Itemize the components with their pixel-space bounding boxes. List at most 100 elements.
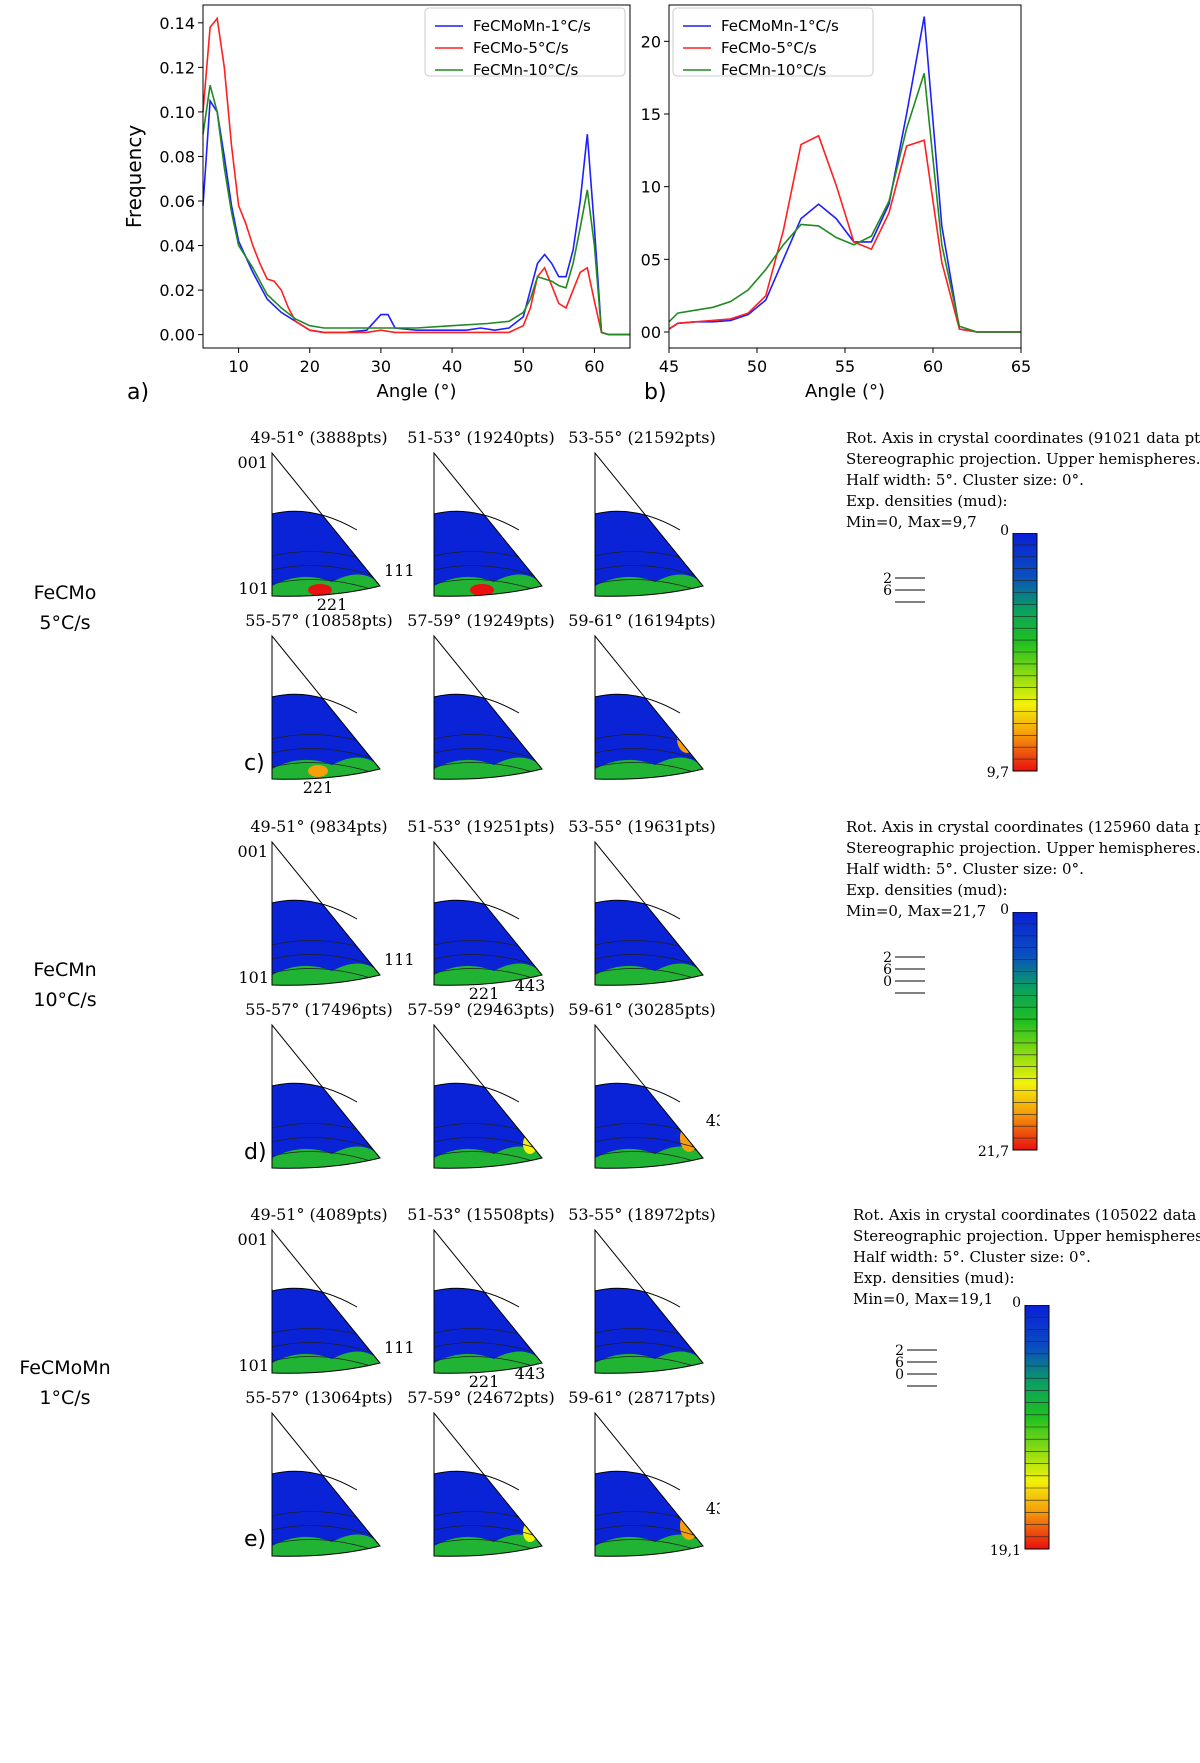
contour-level-label-1: 6 (883, 583, 892, 599)
chart-a-plot-frame (202, 4, 631, 349)
chart-b-series-line-1 (668, 134, 1021, 333)
ipf-title-0-0: 49-51° (3888pts) (250, 428, 388, 447)
ipf-0-0-arc (271, 510, 358, 531)
ipf-1-5-contour-1 (595, 1137, 703, 1151)
chart-a-legend-box (424, 7, 626, 77)
ipf-1-4-arc (433, 1082, 520, 1103)
ipf-1-3-contour-0 (272, 1151, 380, 1165)
ipf-1-0 (271, 840, 381, 986)
chart-b-y-tick-label-0: 0.00 (640, 323, 661, 342)
chart-b-x-tick-label-1: 50 (747, 357, 767, 376)
info-line-0: Rot. Axis in crystal coordinates (125960… (846, 818, 1200, 836)
info-line-1: Stereographic projection. Upper hemisphe… (846, 839, 1200, 857)
row-label-line1: FeCMo (33, 582, 97, 604)
chart-a-y-tick-label-3: 0.06 (159, 192, 195, 211)
row-label-line1: FeCMn (33, 959, 97, 981)
ipf-1-1-contour-1 (434, 954, 542, 968)
ipf-grid-0: 001 101 111 221 221 (237, 451, 704, 797)
ipf-label-101-2: 101 (238, 1356, 269, 1375)
ipf-title-2-3: 55-57° (13064pts) (245, 1388, 393, 1407)
ipf-1-3 (271, 1023, 381, 1169)
ipf-1-5 (594, 1023, 704, 1169)
ipf-0-2-contour-0 (595, 579, 703, 593)
ipf-0-4 (433, 634, 543, 780)
ipf-2-5-outline (594, 1411, 704, 1557)
ipf-1-0-contour-1 (272, 954, 380, 968)
ipf-0-1-contour-1 (434, 565, 542, 579)
ipf-1-2-outline (594, 840, 704, 986)
row-label-line2: 5°C/s (39, 612, 91, 634)
chart-b-series-line-2 (668, 73, 1021, 333)
panel-label-e: e) (244, 1527, 267, 1552)
chart-a-y-tick-label-5: 0.10 (159, 103, 195, 122)
chart-a-series-line-1 (202, 16, 630, 336)
ipf-1-0-contour-0 (272, 968, 380, 982)
contour-level-label-1: 6 (895, 1355, 904, 1371)
ipf-0-0-contour-0 (272, 579, 380, 593)
ipf-1-5-arc (594, 1082, 681, 1103)
pole-figure-group-1: FeCMn 10°C/s d) 49-51° (9834pts) 51-53° (192… (0, 817, 1200, 1187)
ipf-2-4-arc (433, 1470, 520, 1491)
chart-a-y-tick-label-7: 0.14 (159, 14, 195, 33)
ipf-2-2-contour-0 (595, 1356, 703, 1370)
ipf-title-2-2: 53-55° (18972pts) (568, 1205, 716, 1224)
colorbar-max-0: 9,7 (986, 765, 1009, 781)
ipf-2-0-contour-0 (272, 1356, 380, 1370)
colorbar-2: 2610 (895, 1305, 1050, 1550)
ipf-2-0-outline (271, 1228, 381, 1374)
ipf-title-1-4: 57-59° (29463pts) (407, 1000, 555, 1019)
ipf-title-0-4: 57-59° (19249pts) (407, 611, 555, 630)
info-block-0: Rot. Axis in crystal coordinates (91021 … (846, 428, 1200, 533)
ipf-2-0-contour-1 (272, 1342, 380, 1356)
ipf-title-1-3: 55-57° (17496pts) (245, 1000, 393, 1019)
ipf-label-001-1: 001 (237, 842, 268, 861)
ipf-0-3-outline (271, 634, 381, 780)
ipf-label-221-second-0: 221 (303, 778, 334, 797)
ipf-label-111-0: 111 (384, 561, 415, 580)
ipf-1-1-arc (433, 899, 520, 920)
ipf-2-5-contour-0 (595, 1539, 703, 1553)
ipf-title-1-1: 51-53° (19251pts) (407, 817, 555, 836)
info-block-2: Rot. Axis in crystal coordinates (105022… (853, 1205, 1200, 1310)
ipf-0-1-arc (433, 510, 520, 531)
ipf-0-2-outline (594, 451, 704, 597)
ipf-1-5-outline (594, 1023, 704, 1169)
chart-a-x-tick-label-1: 20 (300, 357, 320, 376)
row-label-2: FeCMoMn 1°C/s (0, 1353, 130, 1413)
ipf-2-0 (271, 1228, 381, 1374)
row-label-line2: 1°C/s (39, 1387, 91, 1409)
chart-a-y-tick-label-4: 0.08 (159, 147, 195, 166)
ipf-0-5-hotspot-1 (689, 735, 697, 747)
ipf-label-221-first-0: 221 (317, 595, 348, 614)
ipf-1-1 (433, 840, 543, 986)
row-label-line1: FeCMoMn (19, 1357, 111, 1379)
chart-b-y-tick-label-4: 0.20 (640, 32, 661, 51)
pole-figure-group-0: FeCMo 5°C/s c) 49-51° (3888pts) 51-53° (1924… (0, 428, 1200, 798)
colorbar-max-1: 21,7 (977, 1144, 1009, 1160)
info-line-0: Rot. Axis in crystal coordinates (105022… (853, 1206, 1200, 1224)
ipf-grid-1: 001 101 111 221 443 433 (237, 840, 720, 1169)
ipf-2-1-outline (433, 1228, 543, 1374)
info-line-1: Stereographic projection. Upper hemisphe… (853, 1227, 1200, 1245)
chart-a-y-axis-label: Frequency (122, 125, 146, 228)
chart-b-legend-label-2: FeCMn-10°C/s (721, 61, 826, 79)
chart-a-misorientation-full: 10 20 30 40 50 60 0.00 0.02 0.04 0.06 0.08 0.10 0.12… (122, 4, 631, 402)
contour-level-label-0: 2 (895, 1343, 904, 1359)
ipf-0-4-arc (433, 693, 520, 714)
ipf-2-5-hotspot-1 (691, 1520, 699, 1536)
chart-a-x-tick-label-4: 50 (513, 357, 533, 376)
row-label-0: FeCMo 5°C/s (0, 578, 130, 638)
chart-b-x-tick-label-3: 60 (923, 357, 943, 376)
info-line-0: Rot. Axis in crystal coordinates (91021 … (846, 429, 1200, 447)
colorbar-max-2: 19,1 (989, 1543, 1021, 1559)
ipf-label-221-1: 221 (469, 984, 500, 1003)
ipf-2-3-outline (271, 1411, 381, 1557)
ipf-title-2-0: 49-51° (4089pts) (250, 1205, 388, 1224)
panel-label-c: c) (244, 751, 265, 776)
colorbar-min-1: 0 (1000, 902, 1009, 918)
ipf-title-2-4: 57-59° (24672pts) (407, 1388, 555, 1407)
ipf-0-3-arc (271, 693, 358, 714)
chart-b-legend-box (672, 7, 874, 77)
ipf-0-3-contour-1 (272, 748, 380, 762)
ipf-1-4-contour-1 (434, 1137, 542, 1151)
